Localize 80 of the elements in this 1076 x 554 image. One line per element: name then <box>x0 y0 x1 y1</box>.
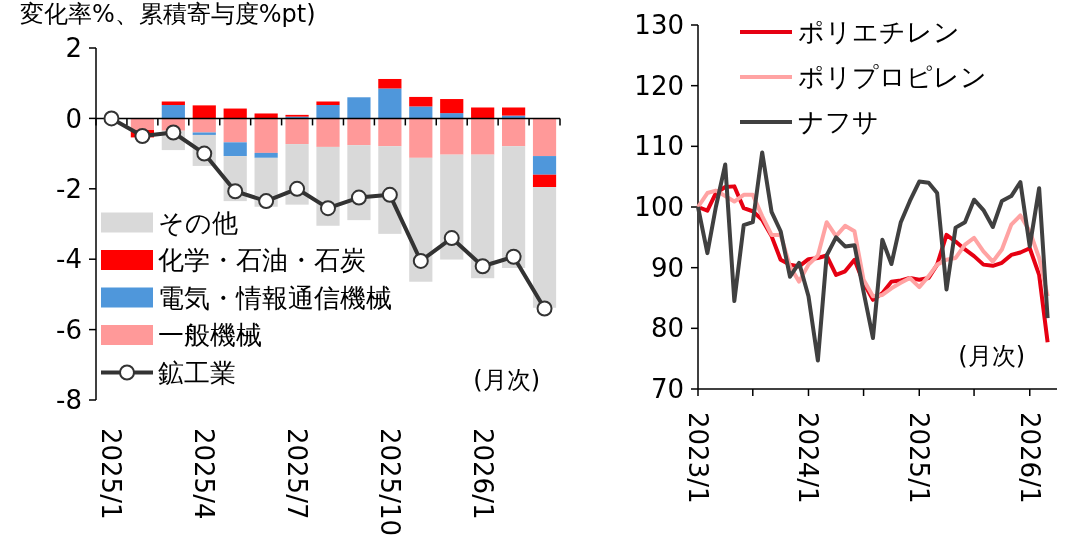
y-tick-label: 90 <box>650 252 684 283</box>
bar <box>532 156 557 175</box>
point <box>289 180 306 197</box>
bar <box>378 88 402 119</box>
y-tick-label: -4 <box>56 244 82 275</box>
legend-label: 鉱工業 <box>158 357 236 388</box>
x-tick-label: 2025/10 <box>374 428 405 537</box>
bar <box>471 107 495 119</box>
legend-label: ナフサ <box>798 107 879 138</box>
chart-title: 変化率%、累積寄与度%pt) <box>20 0 316 28</box>
bar <box>502 118 526 147</box>
y-tick-label: -2 <box>56 173 82 204</box>
legend-label: その他 <box>158 207 238 238</box>
point <box>474 258 491 275</box>
bar <box>254 113 278 119</box>
bar <box>440 118 464 155</box>
x-tick-label: 2025/1 <box>904 412 935 504</box>
bar <box>378 118 402 147</box>
bar <box>223 142 247 157</box>
point <box>103 110 120 127</box>
point <box>350 189 367 206</box>
bar <box>192 132 216 135</box>
point <box>381 186 398 203</box>
bar <box>254 152 278 158</box>
point <box>505 248 522 265</box>
bar <box>347 118 371 146</box>
legend-label: 電気・情報通信機械 <box>158 282 392 313</box>
bar <box>409 118 433 158</box>
bar <box>532 118 557 157</box>
y-tick-label: -8 <box>56 385 82 416</box>
x-tick-label: 2025/1 <box>96 428 127 520</box>
y-tick-label: 120 <box>634 70 684 101</box>
bar <box>347 97 371 119</box>
y-tick-label: 80 <box>650 313 684 344</box>
bar <box>254 118 278 153</box>
y-tick-label: 110 <box>634 131 684 162</box>
bar <box>378 78 402 89</box>
bar <box>223 108 247 119</box>
legend-label: 化学・石油・石炭 <box>158 245 366 276</box>
y-tick-label: 2 <box>65 33 82 64</box>
y-tick-label: 100 <box>634 192 684 223</box>
bar <box>161 105 185 119</box>
annotation: (月次) <box>958 342 1025 370</box>
point <box>412 252 429 269</box>
bar <box>502 107 526 116</box>
bar <box>532 187 557 308</box>
bar <box>223 118 247 143</box>
bar <box>285 118 309 145</box>
point <box>258 193 275 210</box>
legend-label: 一般機械 <box>158 320 262 351</box>
y-tick-label: -6 <box>56 314 82 345</box>
x-tick-label: 2026/1 <box>467 428 498 520</box>
bar <box>316 118 340 147</box>
point <box>536 300 553 317</box>
bar <box>502 146 526 268</box>
annotation: (月次) <box>473 366 540 394</box>
bar <box>409 96 433 107</box>
legend-label: ポリプロピレン <box>798 62 987 93</box>
bar <box>440 113 464 119</box>
bar <box>192 118 216 133</box>
point <box>227 183 244 200</box>
bar <box>440 99 464 114</box>
bar <box>532 174 557 188</box>
x-tick-label: 2025/7 <box>281 428 312 520</box>
x-tick-label: 2024/1 <box>793 412 824 504</box>
y-tick-label: 0 <box>65 103 82 134</box>
point <box>320 200 336 217</box>
bar <box>471 154 495 279</box>
bar <box>409 106 433 119</box>
point <box>443 230 460 247</box>
y-tick-label: 130 <box>634 10 684 41</box>
bar <box>316 105 340 119</box>
x-tick-label: 2025/4 <box>189 428 220 520</box>
bar <box>471 118 495 155</box>
point <box>134 128 151 144</box>
bar <box>192 105 216 119</box>
legend-label: ポリエチレン <box>798 17 960 48</box>
x-tick-label: 2026/1 <box>1014 412 1045 504</box>
x-tick-label: 2023/1 <box>682 412 713 504</box>
y-tick-label: 70 <box>650 374 684 405</box>
